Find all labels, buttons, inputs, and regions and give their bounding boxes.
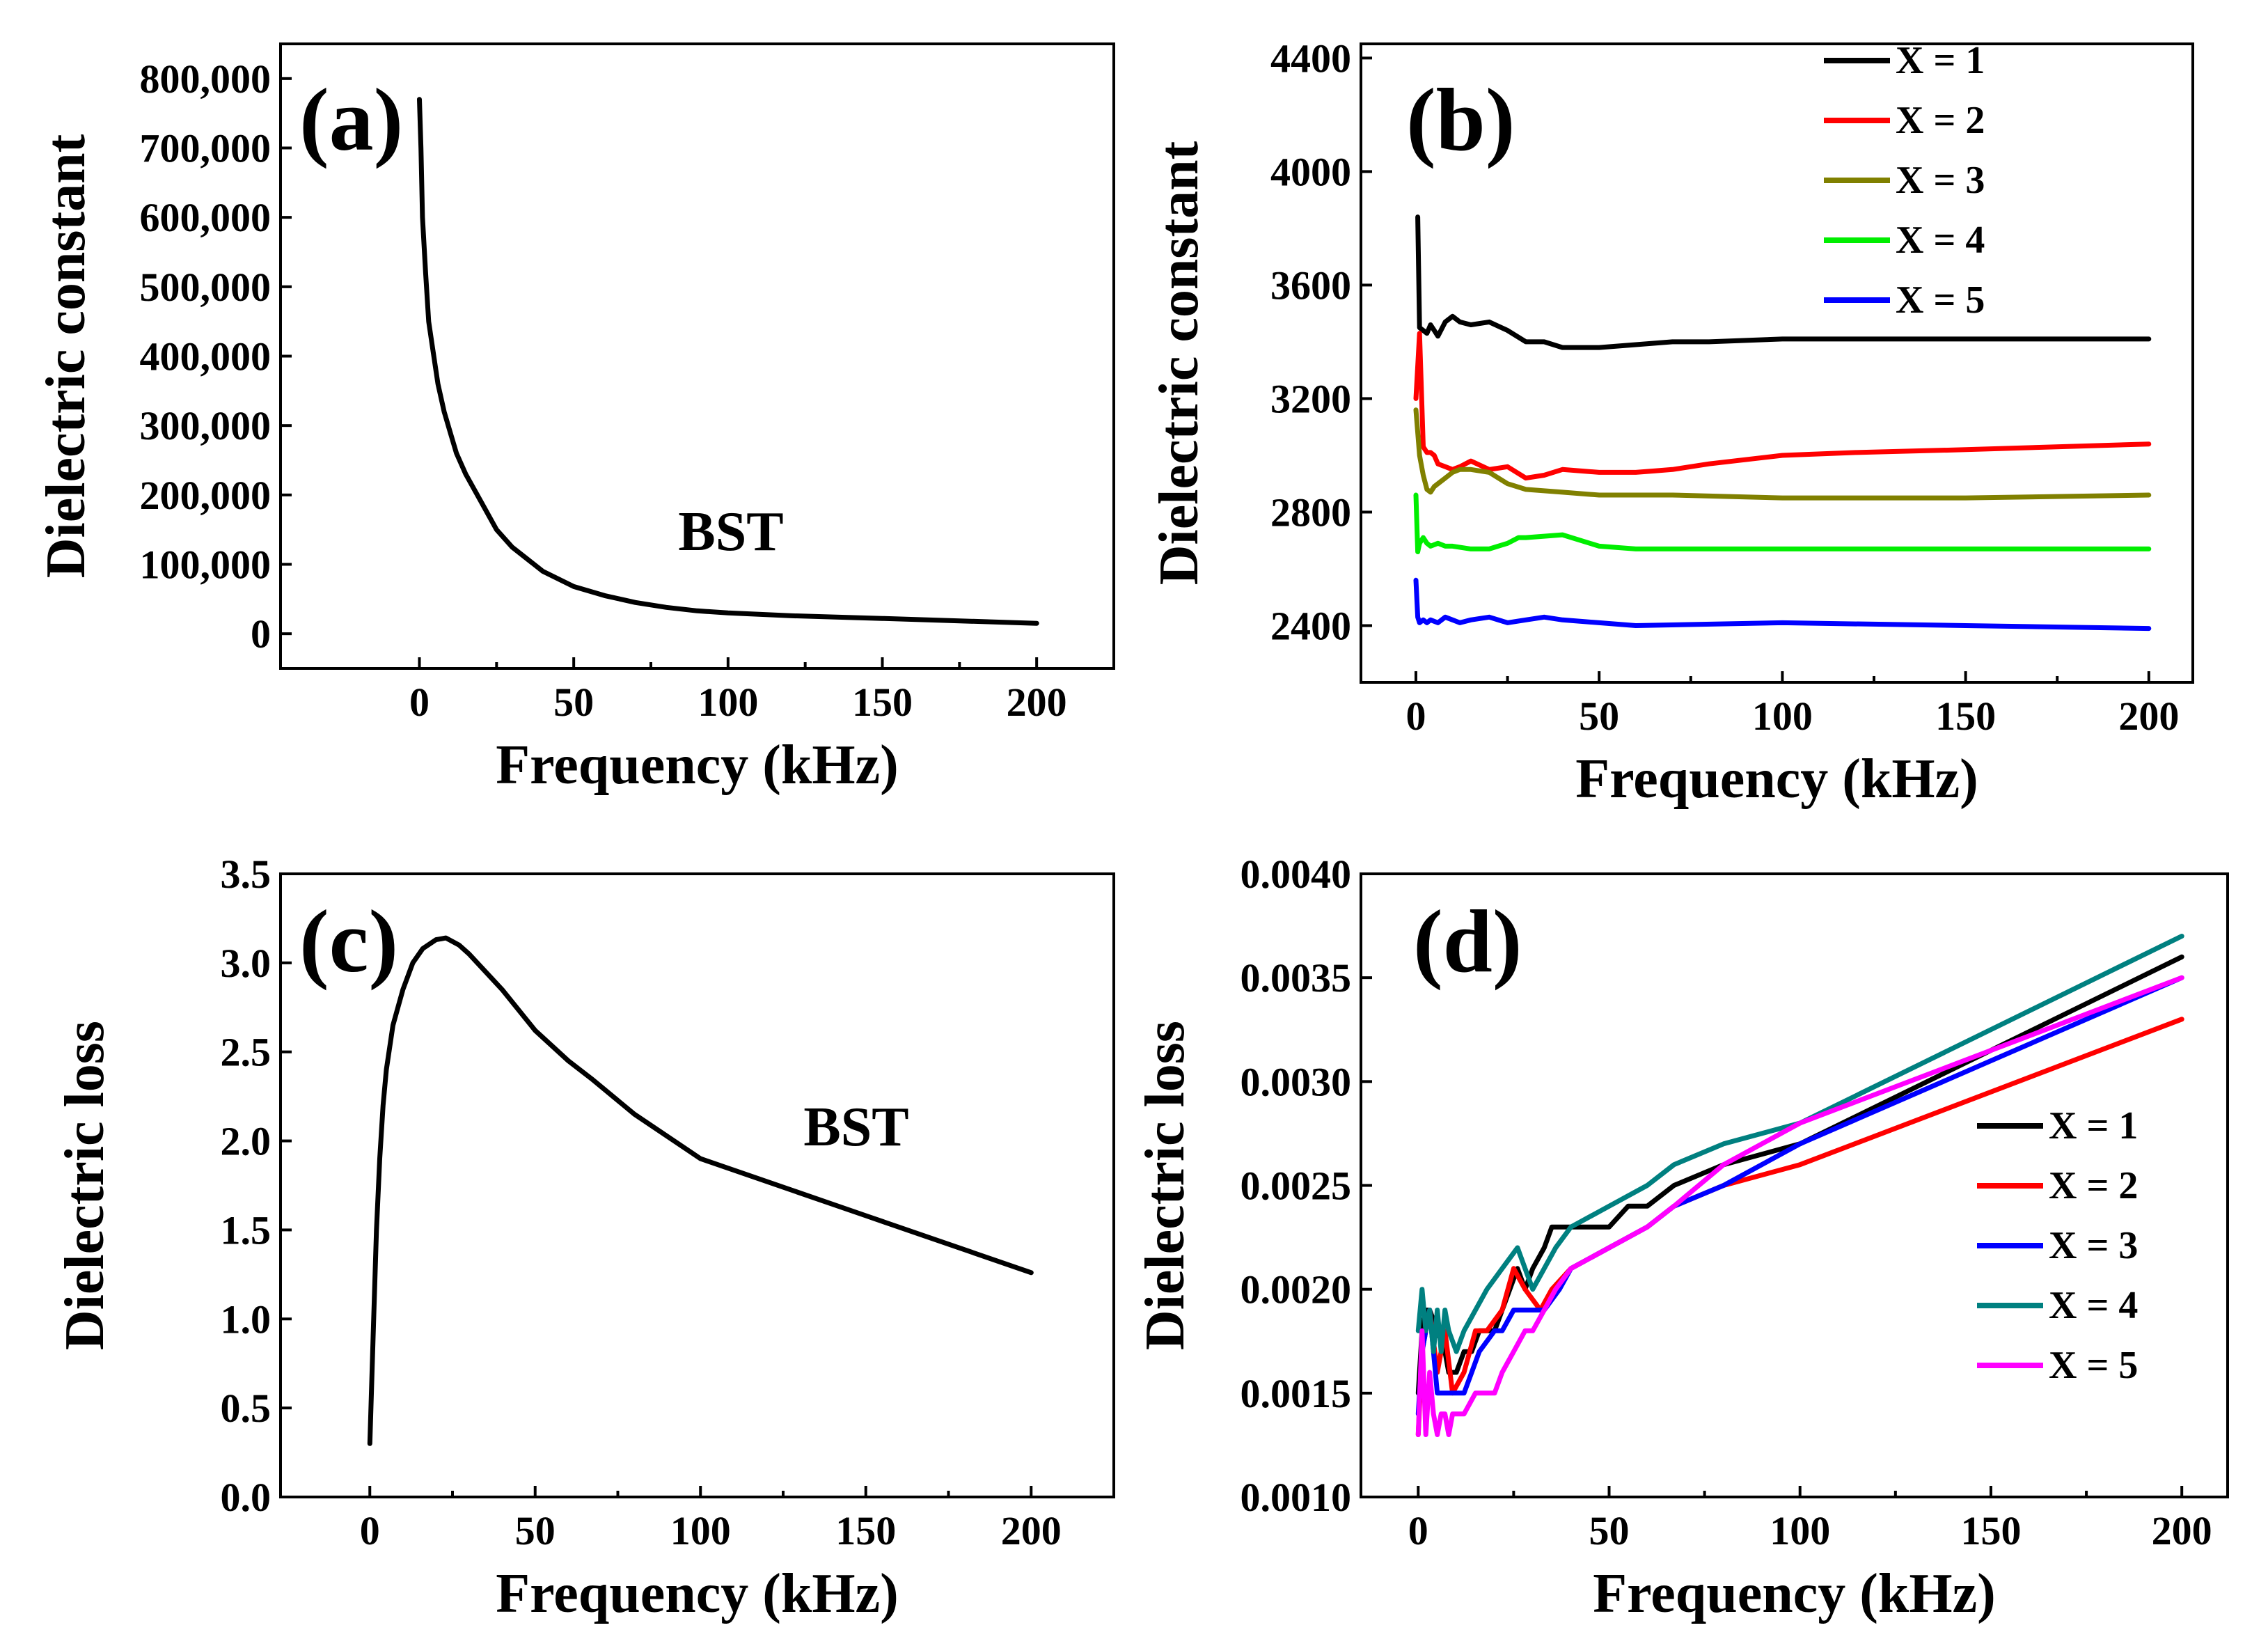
x-tick-label: 100 [698, 680, 758, 725]
series-line-4 [1413, 492, 2152, 554]
y-tick-label: 1.0 [221, 1296, 271, 1342]
y-tick-label: 0.0025 [1241, 1163, 1352, 1209]
panel-c: 0 50 100 150 200 0.0 0.5 1.0 1.5 2.0 2.5 3.0 3.5 Freq… [54, 852, 1115, 1624]
legend-label: X = 1 [2049, 1104, 2138, 1147]
series-line-4 [1415, 934, 2184, 1354]
series-line-3 [1413, 407, 2152, 501]
x-tick-label: 150 [835, 1508, 896, 1553]
y-tick-label: 4400 [1270, 36, 1351, 81]
y-tick-label: 0.0030 [1241, 1059, 1352, 1104]
x-axis-title: Frequency (kHz) [1575, 748, 1978, 810]
legend-label: X = 4 [1896, 219, 1985, 262]
legend-label: X = 3 [1896, 159, 1985, 202]
y-tick-label: 3200 [1270, 376, 1351, 421]
y-tick-label: 700,000 [140, 126, 271, 171]
x-tick-label: 0 [1405, 693, 1426, 739]
y-axis-title: Dielectric constant [1149, 141, 1210, 585]
y-tick-label: 200,000 [140, 473, 271, 518]
y-tick-label: 100,000 [140, 542, 271, 588]
x-tick-label: 100 [1770, 1508, 1830, 1553]
y-tick-label: 800,000 [140, 56, 271, 102]
series-line-5 [1413, 577, 2152, 632]
legend-label: X = 5 [1896, 279, 1985, 322]
x-tick-label: 100 [1752, 693, 1813, 739]
x-tick-label: 150 [1960, 1508, 2021, 1553]
legend-label: X = 4 [2049, 1284, 2138, 1327]
y-tick-label: 0.0040 [1241, 852, 1352, 897]
y-tick-label: 0.0015 [1241, 1371, 1352, 1416]
x-axis-title: Frequency (kHz) [496, 1563, 898, 1624]
x-tick-label: 0 [1408, 1508, 1428, 1553]
y-tick-label: 3.0 [221, 941, 271, 986]
y-tick-label: 2.0 [221, 1119, 271, 1164]
x-tick-label: 150 [1935, 693, 1996, 739]
x-tick-label: 200 [2152, 1508, 2212, 1553]
y-tick-label: 1.5 [221, 1207, 271, 1253]
y-tick-label: 500,000 [140, 265, 271, 310]
y-axis-title: Dielectric constant [36, 134, 97, 578]
y-tick-label: 2400 [1270, 603, 1351, 648]
x-tick-label: 150 [852, 680, 913, 725]
y-tick-label: 4000 [1270, 149, 1351, 194]
series-line-1 [367, 935, 1034, 1446]
x-tick-label: 0 [409, 680, 430, 725]
legend-label: X = 3 [2049, 1224, 2138, 1267]
y-tick-label: 400,000 [140, 334, 271, 379]
series-line-1 [417, 97, 1039, 626]
x-tick-label: 0 [360, 1508, 380, 1553]
plot-frame [279, 872, 1115, 1498]
x-axis-title: Frequency (kHz) [1593, 1563, 1995, 1624]
x-tick-label: 50 [1589, 1508, 1629, 1553]
y-axis-title: Dielectric loss [54, 1021, 116, 1350]
y-tick-label: 3600 [1270, 262, 1351, 308]
legend-label: X = 2 [2049, 1164, 2138, 1207]
y-axis-title: Dielectric loss [1135, 1021, 1196, 1350]
x-tick-label: 50 [1579, 693, 1619, 739]
panel-b: 0 50 100 150 200 2400 2800 3200 3600 4000 4400 Freq… [1149, 36, 2194, 810]
y-tick-label: 3.5 [221, 852, 271, 897]
y-tick-label: 0.0035 [1241, 955, 1352, 1001]
y-tick-label: 2.5 [221, 1030, 271, 1075]
panel-label: (d) [1413, 892, 1522, 991]
plot-frame [1360, 42, 2194, 684]
panel-label: (c) [299, 892, 398, 991]
panel-label: (b) [1406, 70, 1515, 169]
x-tick-label: 200 [1001, 1508, 1062, 1553]
series-line-2 [1413, 331, 2152, 481]
y-tick-label: 0 [251, 611, 271, 657]
x-tick-label: 200 [2118, 693, 2179, 739]
panel-a: 0 50 100 150 200 0 100,000 200,000 300,000 400,00… [36, 42, 1115, 796]
y-tick-label: 300,000 [140, 403, 271, 448]
plot-frame [279, 42, 1115, 670]
series-line-5 [1415, 975, 2184, 1437]
legend-label: X = 1 [1896, 39, 1985, 82]
panel-label: (a) [299, 70, 403, 169]
y-tick-label: 0.5 [221, 1386, 271, 1431]
y-tick-label: 0.0010 [1241, 1475, 1352, 1520]
legend-label: X = 5 [2049, 1344, 2138, 1387]
y-tick-label: 2800 [1270, 489, 1351, 535]
x-tick-label: 100 [670, 1508, 731, 1553]
x-tick-label: 200 [1007, 680, 1067, 725]
sample-annotation: BST [803, 1097, 908, 1158]
y-tick-label: 0.0 [221, 1475, 271, 1520]
panel-d: 0 50 100 150 200 0.0010 0.0015 0.0020 0.0025 0.00… [1135, 852, 2229, 1624]
series-line-1 [1415, 214, 2152, 350]
y-tick-label: 0.0020 [1241, 1267, 1352, 1312]
sample-annotation: BST [678, 501, 783, 563]
x-tick-label: 50 [515, 1508, 556, 1553]
legend: X = 1 X = 2 X = 3 X = 4 X = 5 [1977, 1104, 2138, 1387]
legend: X = 1 X = 2 X = 3 X = 4 X = 5 [1824, 39, 1985, 322]
x-tick-label: 50 [553, 680, 594, 725]
y-tick-label: 600,000 [140, 195, 271, 240]
x-axis-title: Frequency (kHz) [496, 735, 898, 796]
legend-label: X = 2 [1896, 99, 1985, 142]
